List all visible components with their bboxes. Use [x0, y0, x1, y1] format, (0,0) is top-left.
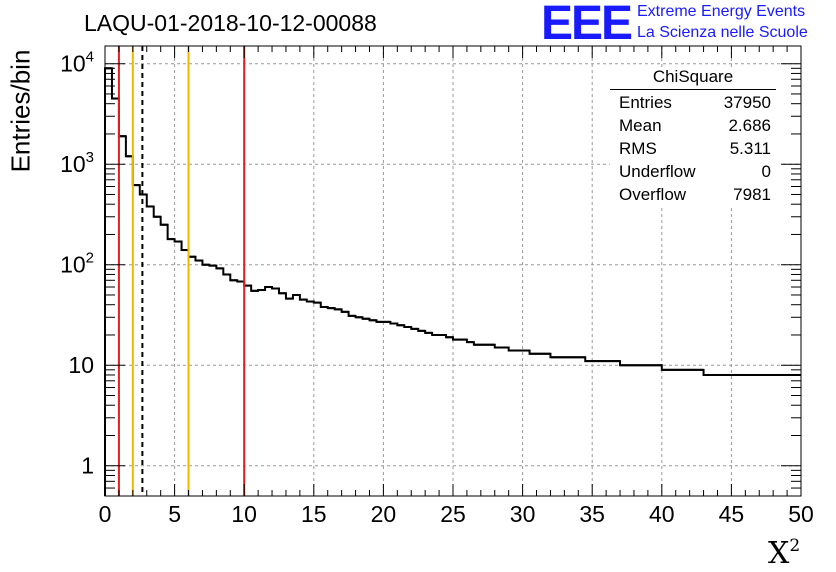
stats-divider [610, 89, 776, 90]
stats-value: 37950 [723, 93, 771, 112]
stats-title: ChiSquare [652, 67, 734, 86]
y-tick-label: 1 [81, 453, 94, 479]
y-tick-exponent: 4 [86, 49, 94, 66]
stats-row-underflow: Underflow 0 [619, 162, 771, 184]
x-tick-label: 5 [168, 501, 181, 527]
stats-key: Mean [619, 116, 662, 135]
x-axis-label-text: X [768, 536, 790, 571]
histogram-outline [104, 67, 801, 496]
vertical-markers [117, 46, 246, 496]
y-tick-exponent: 2 [86, 250, 94, 267]
stats-value: 2.686 [728, 116, 771, 135]
stats-key: Entries [619, 93, 672, 112]
x-tick-label: 40 [649, 501, 675, 527]
x-tick-label: 15 [301, 501, 327, 527]
stats-key: Underflow [619, 162, 696, 181]
x-tick-label: 45 [719, 501, 745, 527]
x-tick-label: 50 [788, 501, 814, 527]
axis-ticks [104, 46, 802, 497]
x-tick-label: 0 [99, 501, 112, 527]
y-tick-label: 103 [60, 149, 94, 177]
y-tick-label: 10 [68, 352, 94, 378]
stats-row-mean: Mean 2.686 [619, 116, 771, 138]
logo-subtitle-line2: La Scienza nelle Scuole [637, 24, 808, 41]
x-axis-label-superscript: 2 [789, 536, 801, 556]
stats-value: 7981 [733, 185, 771, 204]
stats-key: Overflow [619, 185, 687, 204]
chart-title: LAQU-01-2018-10-12-00088 [84, 10, 377, 36]
grid-lines [105, 46, 801, 496]
x-tick-label: 30 [510, 501, 536, 527]
logo-subtitle-line1: Extreme Energy Events [637, 3, 806, 20]
x-tick-label: 35 [579, 501, 605, 527]
stats-box: ChiSquare Entries 37950 Mean 2.686 RMS 5… [610, 67, 780, 208]
x-tick-label: 20 [371, 501, 397, 527]
eee-logo: EEE [541, 0, 633, 50]
stats-value: 5.311 [729, 139, 771, 158]
y-tick-label: 104 [60, 49, 94, 77]
x-tick-label: 10 [231, 501, 257, 527]
stats-value: 0 [761, 162, 771, 181]
x-axis-label: X2 [768, 536, 800, 571]
stats-row-entries: Entries 37950 [619, 93, 771, 115]
stats-key: RMS [619, 139, 657, 158]
stats-row-overflow: Overflow 7981 [619, 185, 771, 207]
y-tick-label: 102 [60, 250, 94, 278]
x-tick-label: 25 [440, 501, 466, 527]
y-axis-label: Entries/bin [5, 49, 36, 173]
stats-row-rms: RMS 5.311 [619, 139, 771, 161]
y-tick-exponent: 3 [86, 149, 94, 166]
